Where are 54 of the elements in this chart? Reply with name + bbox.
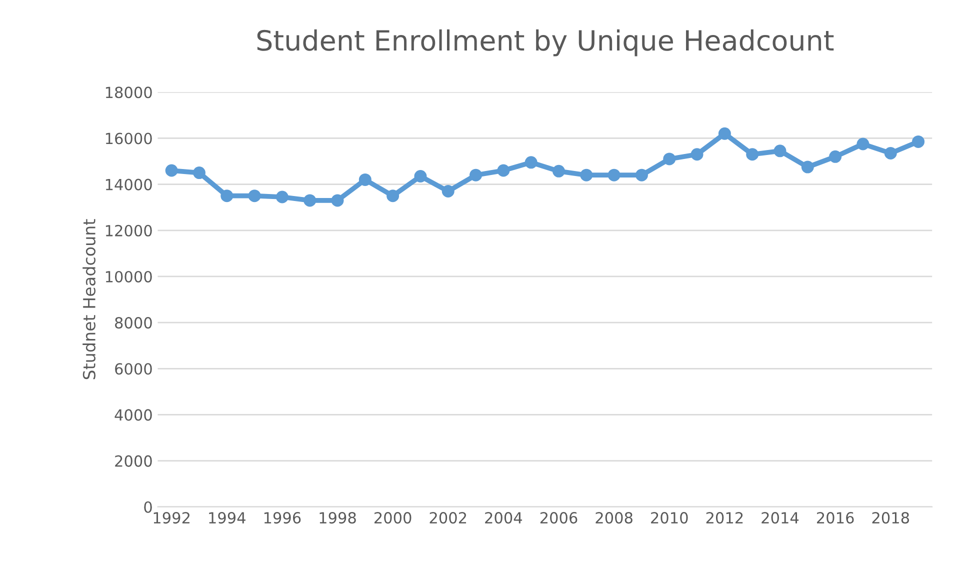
point — [414, 170, 427, 183]
x-tick-label: 2012 — [706, 512, 743, 524]
point — [912, 135, 925, 148]
point — [192, 166, 206, 180]
x-tick-label: 2002 — [430, 512, 466, 524]
point — [304, 194, 316, 207]
point — [801, 160, 814, 174]
y-tick-label: 12000 — [106, 224, 152, 236]
point — [331, 194, 344, 207]
point — [580, 168, 593, 182]
x-tick-label: 1992 — [154, 512, 190, 524]
x-tick-label: 2014 — [762, 512, 799, 524]
y-tick-label: 8000 — [115, 317, 152, 329]
point — [552, 164, 565, 178]
y-tick-label: 14000 — [106, 178, 152, 190]
point — [746, 148, 759, 161]
point — [774, 144, 786, 158]
x-tick-label: 2008 — [596, 512, 632, 524]
x-tick-label: 1994 — [209, 512, 246, 524]
point — [884, 146, 897, 160]
point — [358, 173, 372, 186]
x-tick-label: 2016 — [816, 512, 854, 524]
y-tick-label: 10000 — [106, 270, 152, 282]
point — [248, 190, 261, 202]
x-tick-label: 2006 — [540, 512, 578, 524]
y-tick-label: 4000 — [114, 409, 152, 421]
x-tick-label: 2000 — [374, 512, 412, 524]
y-tick-label: 18000 — [106, 86, 152, 98]
x-tick-label: 1996 — [264, 512, 301, 524]
point — [442, 184, 454, 198]
chart-title: Student Enrollment by Unique Headcount — [257, 29, 834, 56]
y-tick-label: 6000 — [115, 363, 152, 375]
point — [635, 168, 648, 182]
point — [829, 150, 842, 163]
x-tick-label: 1998 — [320, 512, 356, 524]
x-tick-label: 2018 — [872, 512, 910, 524]
point — [663, 152, 676, 166]
point — [856, 138, 870, 150]
point — [470, 168, 482, 182]
point — [386, 190, 400, 202]
y-tick-label: 16000 — [106, 132, 152, 144]
point — [524, 156, 538, 169]
x-tick-label: 2010 — [651, 512, 688, 524]
point — [718, 127, 731, 140]
point — [276, 190, 288, 204]
x-tick-label: 2004 — [485, 512, 522, 524]
y-tick-label: 2000 — [115, 455, 152, 467]
y-tick-label: 0 — [144, 501, 152, 513]
y-axis-title: Studnet Headcount — [82, 219, 96, 380]
point — [165, 164, 178, 177]
point — [497, 164, 510, 177]
point — [220, 190, 234, 202]
point — [690, 148, 704, 161]
point — [608, 168, 620, 182]
